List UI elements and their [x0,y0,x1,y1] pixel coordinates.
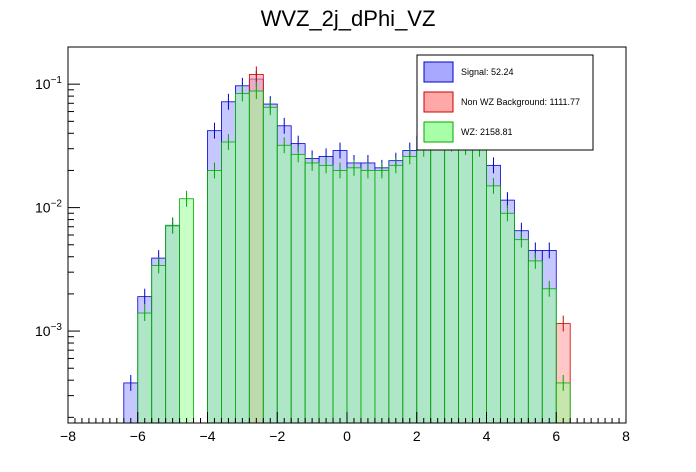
x-tick-label: −6 [130,428,146,444]
bar-s2-b1 [137,312,153,424]
chart-title: WVZ_2j_dPhi_VZ [261,6,436,31]
bar-s2-b30 [541,288,557,424]
legend-swatch-1 [423,91,454,113]
bar-s2-b13 [304,162,320,424]
bar-s2-b2 [151,265,167,424]
bar-s2-b22 [430,140,446,424]
legend-label-0: Signal: 52.24 [461,67,514,77]
y-tick-label: 10−3 [35,322,62,339]
bar-s2-b24 [458,146,473,424]
legend-swatch-2 [423,121,454,143]
bar-s2-b23 [444,143,459,424]
legend-label-2: WZ: 2158.81 [461,127,513,137]
x-tick-label: 0 [343,428,351,444]
bar-s2-b4 [179,198,194,424]
x-tick-label: −2 [269,428,285,444]
bar-s2-b16 [346,167,362,424]
bar-s2-b7 [221,141,236,424]
bar-s2-b17 [360,170,376,424]
bar-s2-b3 [165,224,180,424]
x-tick-label: −4 [200,428,216,444]
bar-s2-b28 [514,239,529,424]
bar-s2-b14 [318,164,334,424]
bar-s2-b25 [472,148,487,424]
bar-s2-b26 [486,185,501,424]
bar-s2-b20 [402,155,418,424]
x-tick-label: 2 [413,428,421,444]
plot-area [123,66,571,424]
y-tick-label: 10−2 [35,199,62,216]
legend-label-1: Non WZ Background: 1111.77 [461,97,580,107]
bar-s2-b29 [527,260,543,424]
bar-s2-b21 [416,148,432,424]
x-tick-label: 8 [622,428,630,444]
series-2 [137,83,571,424]
bar-s2-b15 [332,170,348,424]
y-tick-label: 10−1 [35,75,62,92]
bar-s2-b9 [248,90,264,424]
bar-s2-b11 [276,144,292,424]
x-tick-label: −8 [60,428,76,444]
axes: −8 −6 −4 −2 0 2 4 6 8 10−3 10−2 10−1 [35,46,630,444]
bar-s2-b6 [207,170,222,424]
legend: Signal: 52.24 Non WZ Background: 1111.77 W… [416,54,594,151]
bar-s2-b12 [290,153,306,424]
bar-s2-b10 [262,106,278,424]
legend-swatch-0 [423,61,454,83]
bar-s2-b8 [234,93,250,424]
bar-s2-b27 [500,212,515,424]
x-tick-label: 6 [552,428,560,444]
x-tick-label: 4 [483,428,491,444]
bar-s2-b19 [388,164,404,424]
bar-s2-b18 [374,170,390,424]
